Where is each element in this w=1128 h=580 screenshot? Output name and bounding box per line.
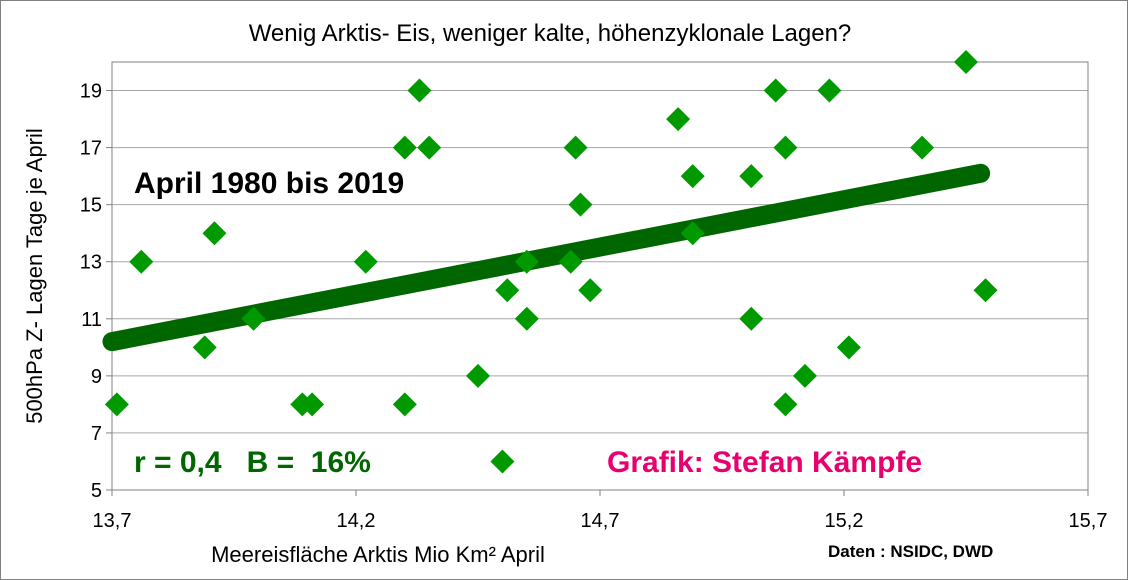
x-tick-label: 13,7 (93, 510, 132, 532)
data-point-marker (104, 392, 129, 417)
data-point-marker (129, 249, 154, 274)
axis-layer: 5 7 9 11 13 15 17 19 13,7 14,2 14,7 15,2 15,7 (80, 81, 1108, 532)
x-axis-title: Meereisfläche Arktis Mio Km² April (211, 542, 545, 567)
data-point-marker (910, 135, 935, 160)
data-point-marker (514, 249, 539, 274)
data-point-marker (300, 392, 325, 417)
x-tick-label: 14,7 (581, 510, 620, 532)
y-tick-label: 9 (91, 366, 102, 388)
data-point-marker (417, 135, 442, 160)
data-point-marker (490, 449, 515, 474)
credit-annotation: Grafik: Stefan Kämpfe (607, 446, 922, 479)
data-point-marker (563, 135, 588, 160)
y-tick-label: 11 (81, 309, 102, 331)
data-point-marker (466, 363, 490, 388)
data-point-marker (407, 78, 432, 103)
chart-title: Wenig Arktis- Eis, weniger kalte, höhenz… (249, 20, 852, 47)
data-point-marker (202, 221, 227, 246)
y-tick-label: 5 (91, 480, 102, 502)
data-point-marker (680, 164, 705, 189)
source-annotation: Daten : NSIDC, DWD (828, 542, 993, 561)
data-point-marker (495, 278, 520, 303)
data-point-marker (241, 306, 266, 331)
data-point-marker (514, 306, 539, 331)
data-point-marker (353, 249, 378, 274)
data-point-marker (817, 78, 842, 103)
point-layer (104, 50, 998, 474)
data-point-marker (773, 392, 798, 417)
y-tick-label: 15 (80, 195, 102, 217)
data-point-marker (836, 335, 861, 360)
x-tick-label: 15,7 (1069, 510, 1108, 532)
data-point-marker (739, 306, 764, 331)
y-axis-title: 500hPa Z- Lagen Tage je April (22, 128, 47, 424)
x-tick-label: 14,2 (337, 510, 376, 532)
data-point-marker (973, 278, 998, 303)
stats-annotation: r = 0,4 B = 16% (134, 446, 371, 479)
data-point-marker (568, 192, 593, 217)
data-point-marker (558, 249, 583, 274)
data-point-marker (763, 78, 788, 103)
data-point-marker (192, 335, 217, 360)
x-tick-label: 15,2 (825, 510, 864, 532)
y-tick-label: 7 (91, 423, 102, 445)
data-point-marker (666, 107, 691, 132)
plot-area (111, 61, 1089, 491)
y-tick-label: 17 (80, 138, 102, 160)
grid-layer (112, 90, 1088, 434)
period-annotation: April 1980 bis 2019 (134, 167, 404, 200)
data-point-marker (578, 278, 603, 303)
data-point-marker (739, 164, 764, 189)
data-point-marker (792, 363, 817, 388)
y-tick-label: 19 (80, 81, 102, 103)
data-point-marker (392, 392, 417, 417)
data-point-marker (392, 135, 417, 160)
data-point-marker (680, 221, 705, 246)
y-tick-label: 13 (80, 252, 102, 274)
data-point-marker (954, 50, 978, 74)
data-point-marker (773, 135, 798, 160)
